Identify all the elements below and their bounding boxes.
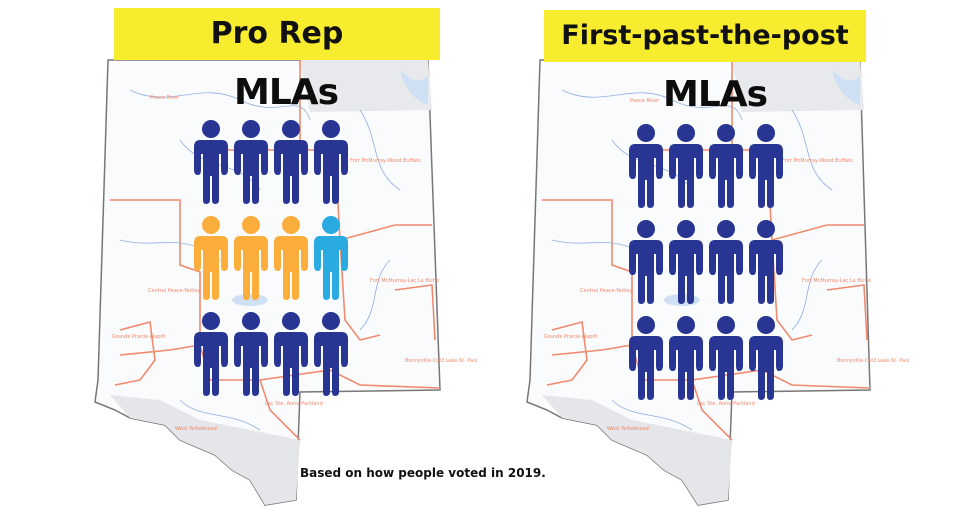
svg-text:Bonnyville-Cold Lake-St. Paul: Bonnyville-Cold Lake-St. Paul xyxy=(405,358,478,364)
person-icon xyxy=(314,312,348,396)
fptp-panel: Peace River Fort McMurray-Wood Buffalo C… xyxy=(430,0,980,514)
svg-text:Fort McMurray-Wood Buffalo: Fort McMurray-Wood Buffalo xyxy=(782,158,853,164)
person-icon xyxy=(709,124,743,208)
svg-text:Central Peace-Notley: Central Peace-Notley xyxy=(580,288,633,294)
svg-text:Lac Ste. Anne-Parkland: Lac Ste. Anne-Parkland xyxy=(265,401,323,407)
person-icon xyxy=(314,216,348,300)
person-icon xyxy=(629,124,663,208)
footnote: Based on how people voted in 2019. xyxy=(300,466,546,480)
person-icon xyxy=(669,316,703,400)
person-icon xyxy=(629,316,663,400)
person-icon xyxy=(274,312,308,396)
alberta-map: Peace River Fort McMurray-Wood Buffalo C… xyxy=(526,59,910,506)
svg-text:Central Peace-Notley: Central Peace-Notley xyxy=(148,288,201,294)
seat-grid xyxy=(629,124,783,406)
svg-text:Grande Prairie-Wapiti: Grande Prairie-Wapiti xyxy=(112,334,165,340)
mlas-label: MLAs xyxy=(234,72,339,113)
person-icon xyxy=(749,220,783,304)
person-icon xyxy=(194,120,228,204)
svg-text:Bonnyville-Cold Lake-St. Paul: Bonnyville-Cold Lake-St. Paul xyxy=(837,358,910,364)
person-icon xyxy=(274,216,308,300)
person-icon xyxy=(314,120,348,204)
person-icon xyxy=(709,316,743,400)
panel-title: First-past-the-post xyxy=(544,10,866,62)
person-icon xyxy=(669,124,703,208)
person-icon xyxy=(234,312,268,396)
person-icon xyxy=(709,220,743,304)
person-icon xyxy=(274,120,308,204)
person-icon xyxy=(629,220,663,304)
person-icon xyxy=(234,120,268,204)
person-icon xyxy=(194,312,228,396)
person-icon xyxy=(234,216,268,300)
svg-text:Fort McMurray-Lac La Biche: Fort McMurray-Lac La Biche xyxy=(802,278,871,284)
svg-text:Grande Prairie-Wapiti: Grande Prairie-Wapiti xyxy=(544,334,597,340)
mlas-label: MLAs xyxy=(663,74,768,115)
svg-text:Peace River: Peace River xyxy=(630,98,660,104)
svg-text:Fort McMurray-Lac La Biche: Fort McMurray-Lac La Biche xyxy=(370,278,439,284)
svg-text:Fort McMurray-Wood Buffalo: Fort McMurray-Wood Buffalo xyxy=(350,158,421,164)
person-icon xyxy=(669,220,703,304)
svg-text:West Yellowhead: West Yellowhead xyxy=(607,426,649,432)
svg-text:Peace River: Peace River xyxy=(150,95,180,101)
person-icon xyxy=(749,124,783,208)
svg-text:West Yellowhead: West Yellowhead xyxy=(175,426,217,432)
person-icon xyxy=(194,216,228,300)
seat-grid xyxy=(194,120,348,402)
pro-rep-panel: Peace River Fort McMurray-Wood Buffalo C… xyxy=(94,8,478,506)
person-icon xyxy=(749,316,783,400)
panel-title: Pro Rep xyxy=(114,8,440,60)
svg-text:Lac Ste. Anne-Parkland: Lac Ste. Anne-Parkland xyxy=(697,401,755,407)
